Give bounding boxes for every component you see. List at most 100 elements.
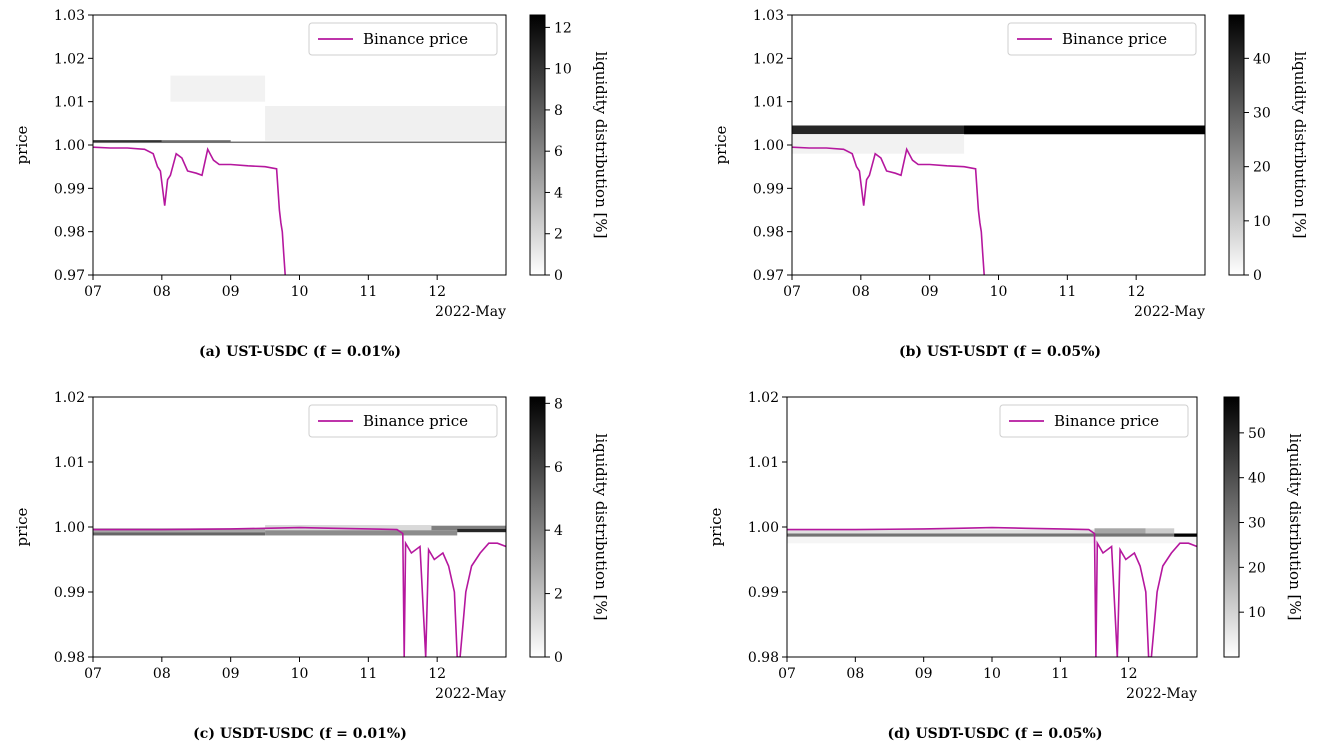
colorbar-tick-label: 2 bbox=[554, 227, 563, 243]
colorbar-tick-label: 40 bbox=[1253, 51, 1271, 67]
heatmap-cell bbox=[787, 533, 1197, 537]
x-tick-label: 12 bbox=[1127, 284, 1145, 300]
colorbar-label: liquidity distribution [%] bbox=[1286, 434, 1304, 621]
legend: Binance price bbox=[999, 404, 1189, 438]
heatmap-cell bbox=[93, 141, 506, 144]
y-axis-label: price bbox=[13, 125, 31, 164]
heatmap-cell bbox=[787, 536, 1197, 544]
y-tick-label: 0.98 bbox=[748, 650, 779, 666]
heatmap-cell bbox=[1145, 528, 1175, 534]
heatmap-cell bbox=[170, 75, 266, 102]
x-tick-label: 11 bbox=[359, 284, 377, 300]
x-tick-label: 07 bbox=[84, 666, 102, 682]
y-tick-label: 1.02 bbox=[753, 51, 784, 67]
liquidity-heatmap bbox=[93, 75, 506, 144]
date-label: 2022-May bbox=[435, 304, 506, 320]
y-tick-label: 1.01 bbox=[54, 95, 85, 111]
y-tick-label: 1.02 bbox=[54, 51, 85, 67]
y-tick-label: 0.99 bbox=[54, 585, 85, 601]
heatmap-cell bbox=[265, 530, 458, 536]
y-tick-label: 1.01 bbox=[54, 455, 85, 471]
x-tick-label: 10 bbox=[983, 666, 1001, 682]
y-tick-label: 0.97 bbox=[753, 268, 784, 284]
x-tick-label: 07 bbox=[84, 284, 102, 300]
x-tick-label: 11 bbox=[1058, 284, 1076, 300]
heatmap-cell bbox=[431, 525, 506, 531]
y-tick-label: 0.98 bbox=[54, 650, 85, 666]
colorbar: 0 10 20 30 40 liquidity distribution [%] bbox=[1228, 14, 1309, 284]
date-label: 2022-May bbox=[1134, 304, 1205, 320]
y-tick-label: 0.97 bbox=[54, 268, 85, 284]
colorbar-tick-label: 0 bbox=[554, 650, 563, 666]
x-tick-label: 10 bbox=[990, 284, 1008, 300]
panel-caption: (d) USDT-USDC (f = 0.05%) bbox=[888, 726, 1103, 742]
x-tick-label: 10 bbox=[291, 666, 309, 682]
legend-box bbox=[308, 404, 498, 438]
legend-label: Binance price bbox=[363, 30, 468, 48]
heatmap-cell bbox=[93, 532, 266, 536]
colorbar-label: liquidity distribution [%] bbox=[1291, 52, 1309, 239]
colorbar-tick-label: 8 bbox=[554, 396, 563, 412]
legend-label: Binance price bbox=[363, 412, 468, 430]
x-tick-label: 09 bbox=[222, 284, 240, 300]
heatmap-cell bbox=[93, 140, 162, 142]
heatmap-cell bbox=[1094, 528, 1146, 534]
colorbar-tick-label: 12 bbox=[554, 20, 572, 36]
y-tick-label: 0.98 bbox=[54, 225, 85, 241]
heatmap-cell bbox=[457, 528, 506, 533]
colorbar-label: liquidity distribution [%] bbox=[592, 434, 610, 621]
colorbar-ramp bbox=[1223, 396, 1240, 658]
x-tick-label: 09 bbox=[222, 666, 240, 682]
colorbar-tick-label: 50 bbox=[1248, 426, 1266, 442]
legend-label: Binance price bbox=[1054, 412, 1159, 430]
colorbar-tick-label: 20 bbox=[1248, 560, 1266, 576]
y-tick-label: 1.00 bbox=[54, 520, 85, 536]
colorbar-tick-label: 4 bbox=[554, 523, 563, 539]
y-tick-label: 1.02 bbox=[54, 390, 85, 406]
y-tick-label: 0.99 bbox=[54, 181, 85, 197]
panel-b: 0.97 0.98 0.99 1.00 1.01 1.02 1.03 07 08 09 10 11 12… bbox=[712, 8, 1309, 360]
colorbar-ramp bbox=[1228, 14, 1245, 276]
colorbar-tick-label: 0 bbox=[1253, 268, 1262, 284]
x-tick-label: 09 bbox=[915, 666, 933, 682]
y-axis-label: price bbox=[707, 507, 725, 546]
y-tick-label: 1.01 bbox=[753, 95, 784, 111]
price-line bbox=[792, 146, 985, 275]
heatmap-cell bbox=[1174, 533, 1197, 539]
x-tick-label: 07 bbox=[778, 666, 796, 682]
x-tick-label: 10 bbox=[291, 284, 309, 300]
colorbar-tick-label: 10 bbox=[554, 62, 572, 78]
panel-caption: (c) USDT-USDC (f = 0.01%) bbox=[193, 726, 407, 742]
y-tick-label: 1.00 bbox=[748, 520, 779, 536]
y-tick-label: 1.03 bbox=[753, 8, 784, 24]
legend-box bbox=[999, 404, 1189, 438]
colorbar: 0 2 4 6 8 10 12 liquidity distribution [%] bbox=[529, 14, 610, 284]
colorbar-tick-label: 2 bbox=[554, 587, 563, 603]
x-tick-label: 08 bbox=[846, 666, 864, 682]
panel-d: 0.98 0.99 1.00 1.01 1.02 07 08 09 10 11 12 2022-May… bbox=[707, 390, 1304, 742]
y-tick-label: 1.00 bbox=[54, 138, 85, 154]
y-tick-label: 1.00 bbox=[753, 138, 784, 154]
colorbar-tick-label: 8 bbox=[554, 103, 563, 119]
colorbar-tick-label: 6 bbox=[554, 144, 563, 160]
x-tick-label: 12 bbox=[428, 284, 446, 300]
x-tick-label: 11 bbox=[359, 666, 377, 682]
y-tick-label: 0.99 bbox=[753, 181, 784, 197]
legend-box bbox=[1007, 22, 1197, 56]
colorbar-tick-label: 20 bbox=[1253, 160, 1271, 176]
panel-caption: (a) UST-USDC (f = 0.01%) bbox=[199, 344, 401, 360]
y-tick-label: 0.98 bbox=[753, 225, 784, 241]
x-tick-label: 08 bbox=[852, 284, 870, 300]
heatmap-cell bbox=[964, 125, 1205, 135]
x-tick-label: 12 bbox=[1120, 666, 1138, 682]
legend: Binance price bbox=[308, 404, 498, 438]
colorbar-tick-label: 40 bbox=[1248, 471, 1266, 487]
heatmap-cell bbox=[161, 140, 231, 142]
price-line bbox=[93, 526, 506, 657]
colorbar-tick-label: 30 bbox=[1248, 516, 1266, 532]
y-tick-label: 1.03 bbox=[54, 8, 85, 24]
price-line bbox=[787, 526, 1197, 657]
colorbar-ramp bbox=[529, 14, 546, 276]
colorbar-ramp bbox=[529, 396, 546, 658]
